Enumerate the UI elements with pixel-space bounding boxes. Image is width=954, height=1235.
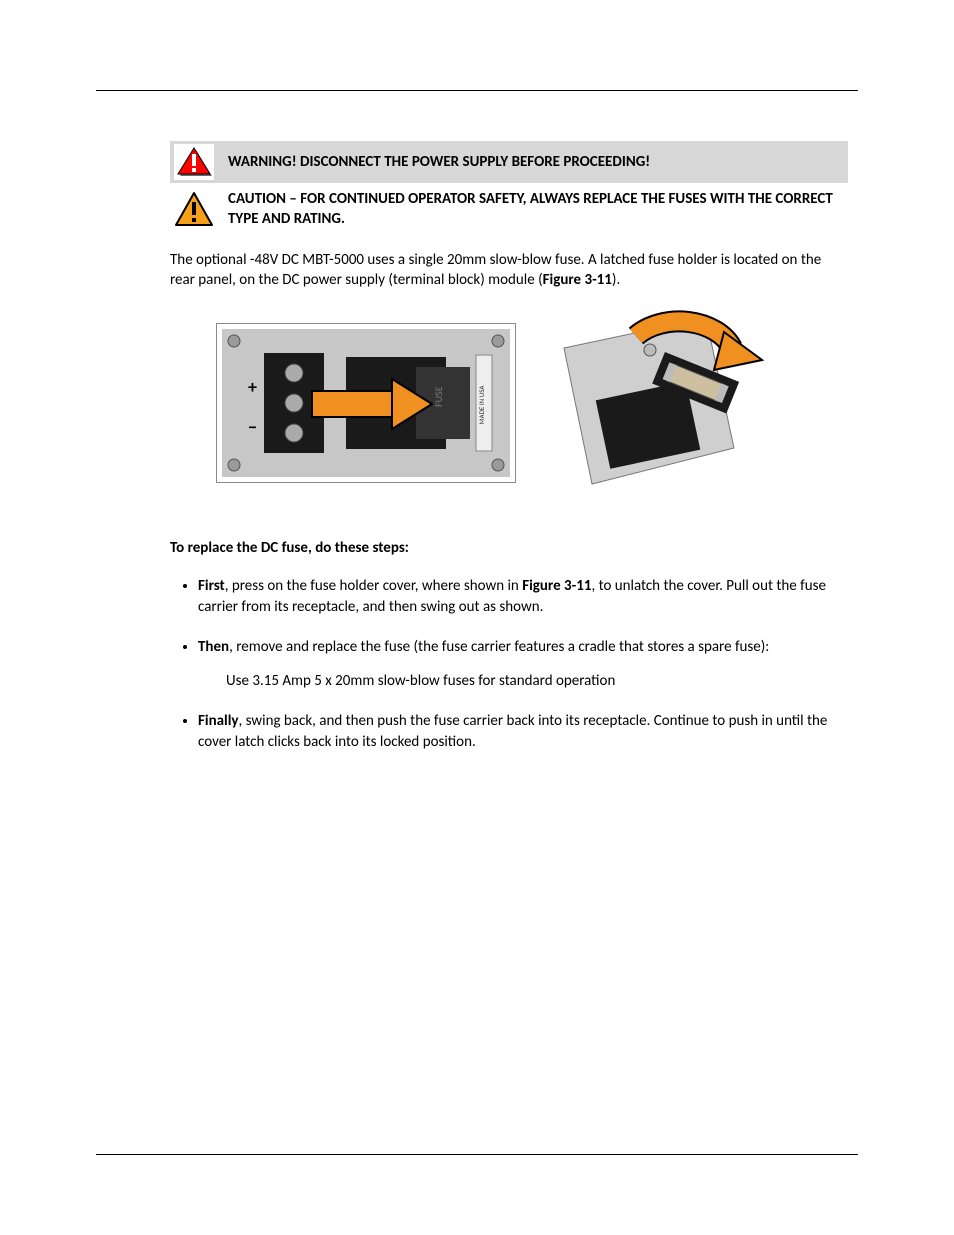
step-finally: Finally, swing back, and then push the f… bbox=[198, 711, 848, 752]
step-finally-label: Finally bbox=[198, 712, 239, 730]
step-then-text: , remove and replace the fuse (the fuse … bbox=[229, 638, 769, 656]
step-then: Then, remove and replace the fuse (the f… bbox=[198, 637, 848, 692]
svg-text:MADE IN USA: MADE IN USA bbox=[477, 385, 486, 425]
intro-post: ). bbox=[612, 271, 620, 289]
step-then-sub: Use 3.15 Amp 5 x 20mm slow-blow fuses fo… bbox=[226, 671, 848, 691]
svg-text:FUSE: FUSE bbox=[432, 386, 445, 407]
figure-row: + − FUSE MADE IN USA bbox=[216, 308, 848, 498]
intro-pre: The optional -48V DC MBT-5000 uses a sin… bbox=[170, 251, 821, 289]
caution-callout: CAUTION – FOR CONTINUED OPERATOR SAFETY,… bbox=[170, 183, 848, 236]
steps-list: First, press on the fuse holder cover, w… bbox=[170, 576, 848, 752]
figure-fuse-holder-press: + − FUSE MADE IN USA bbox=[216, 308, 516, 498]
svg-text:−: − bbox=[248, 416, 257, 438]
step-first-label: First bbox=[198, 577, 225, 595]
step-first: First, press on the fuse holder cover, w… bbox=[198, 576, 848, 617]
content-area: WARNING! DISCONNECT THE POWER SUPPLY BEF… bbox=[170, 141, 848, 752]
step-then-label: Then bbox=[198, 638, 229, 656]
step-first-pre: , press on the fuse holder cover, where … bbox=[225, 577, 522, 595]
top-rule bbox=[96, 90, 858, 91]
step-first-figref: Figure 3-11 bbox=[522, 577, 591, 595]
warning-callout: WARNING! DISCONNECT THE POWER SUPPLY BEF… bbox=[170, 141, 848, 183]
step-finally-text: , swing back, and then push the fuse car… bbox=[198, 712, 827, 750]
warning-exclamation-icon bbox=[170, 141, 218, 183]
page: WARNING! DISCONNECT THE POWER SUPPLY BEF… bbox=[0, 0, 954, 1235]
caution-triangle-icon bbox=[170, 188, 218, 230]
caution-text: CAUTION – FOR CONTINUED OPERATOR SAFETY,… bbox=[224, 183, 848, 236]
bottom-rule bbox=[96, 1154, 858, 1155]
svg-text:+: + bbox=[248, 376, 257, 398]
warning-text: WARNING! DISCONNECT THE POWER SUPPLY BEF… bbox=[224, 146, 848, 178]
intro-paragraph: The optional -48V DC MBT-5000 uses a sin… bbox=[170, 250, 848, 291]
figure-fuse-holder-swing bbox=[556, 308, 776, 498]
steps-lead: To replace the DC fuse, do these steps: bbox=[170, 538, 848, 558]
intro-figref: Figure 3-11 bbox=[543, 271, 612, 289]
